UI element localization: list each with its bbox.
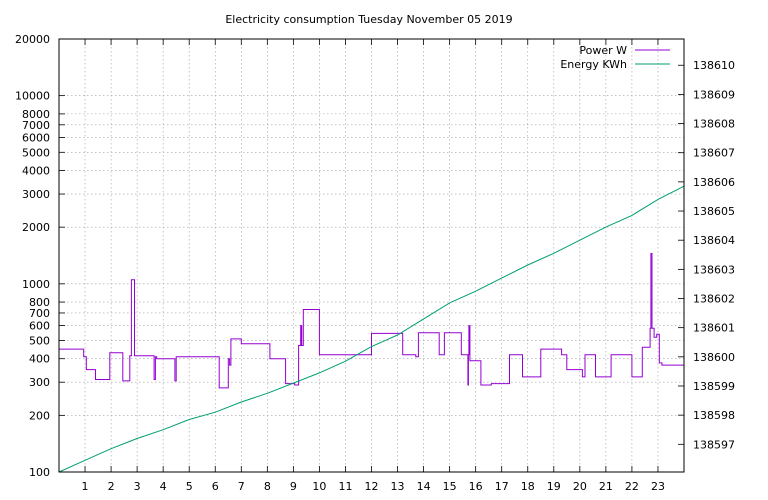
- y-tick-label-right: 138604: [693, 234, 735, 247]
- y-tick-label-right: 138602: [693, 293, 735, 306]
- x-tick-label: 18: [521, 480, 535, 493]
- legend-label-energy: Energy KWh: [560, 58, 627, 71]
- y-tick-label-left: 20000: [15, 33, 50, 46]
- x-tick-label: 11: [338, 480, 352, 493]
- x-tick-label: 7: [238, 480, 245, 493]
- plot-frame: [58, 38, 685, 473]
- y-tick-label-left: 10000: [15, 90, 50, 103]
- y-tick-label-right: 138609: [693, 88, 735, 101]
- x-tick-label: 23: [651, 480, 665, 493]
- y-tick-label-right: 138601: [693, 322, 735, 335]
- y-tick-label-left: 200: [29, 409, 50, 422]
- legend: Power W Energy KWh: [560, 44, 670, 71]
- y-tick-label-right: 138606: [693, 176, 735, 189]
- y-tick-label-left: 300: [29, 376, 50, 389]
- x-tick-label: 20: [573, 480, 587, 493]
- y-tick-label-left: 4000: [22, 165, 50, 178]
- x-tick-label: 3: [134, 480, 141, 493]
- grid: [59, 39, 684, 472]
- x-tick-label: 6: [212, 480, 219, 493]
- y-tick-label-right: 138607: [693, 147, 735, 160]
- x-tick-label: 13: [391, 480, 405, 493]
- y-tick-label-right: 138599: [693, 380, 735, 393]
- y-tick-label-left: 5000: [22, 146, 50, 159]
- x-tick-label: 19: [547, 480, 561, 493]
- x-tick-label: 5: [186, 480, 193, 493]
- x-tick-label: 16: [469, 480, 483, 493]
- x-tick-label: 14: [417, 480, 431, 493]
- y-tick-label-left: 500: [29, 334, 50, 347]
- y-tick-label-left: 600: [29, 320, 50, 333]
- y-tick-label-left: 2000: [22, 221, 50, 234]
- y-tick-label-right: 138610: [693, 59, 735, 72]
- y-tick-label-left: 700: [29, 307, 50, 320]
- x-tick-label: 4: [160, 480, 167, 493]
- legend-label-power: Power W: [579, 44, 627, 57]
- y-tick-label-left: 6000: [22, 131, 50, 144]
- y-tick-label-left: 100: [29, 466, 50, 479]
- x-tick-label: 12: [365, 480, 379, 493]
- y-tick-label-right: 138597: [693, 438, 735, 451]
- y-tick-label-right: 138603: [693, 263, 735, 276]
- y-tick-label-right: 138605: [693, 205, 735, 218]
- x-tick-label: 21: [599, 480, 613, 493]
- y-tick-label-left: 7000: [22, 119, 50, 132]
- series-line-power-w: [59, 253, 684, 389]
- x-tick-label: 8: [264, 480, 271, 493]
- x-tick-label: 2: [108, 480, 115, 493]
- chart-title: Electricity consumption Tuesday November…: [225, 13, 512, 26]
- x-tick-label: 10: [312, 480, 326, 493]
- y-tick-label-left: 800: [29, 296, 50, 309]
- x-tick-label: 17: [495, 480, 509, 493]
- y-tick-label-right: 138600: [693, 351, 735, 364]
- x-tick-label: 22: [625, 480, 639, 493]
- y-tick-label-left: 1000: [22, 278, 50, 291]
- axis-ticks: 1 2 3 4 5 6 7 8 9 10 11 12 13 14 15 16 17 18 19 20 21 22 23100…: [15, 33, 735, 493]
- y-tick-label-right: 138608: [693, 118, 735, 131]
- series-line-energy-kwh: [58, 185, 685, 473]
- x-tick-label: 1: [82, 480, 89, 493]
- series-layer: [58, 185, 685, 473]
- y-tick-label-left: 400: [29, 353, 50, 366]
- x-tick-label: 9: [290, 480, 297, 493]
- y-tick-label-right: 138598: [693, 409, 735, 422]
- y-tick-label-left: 3000: [22, 188, 50, 201]
- y-tick-label-left: 8000: [22, 108, 50, 121]
- x-tick-label: 15: [443, 480, 457, 493]
